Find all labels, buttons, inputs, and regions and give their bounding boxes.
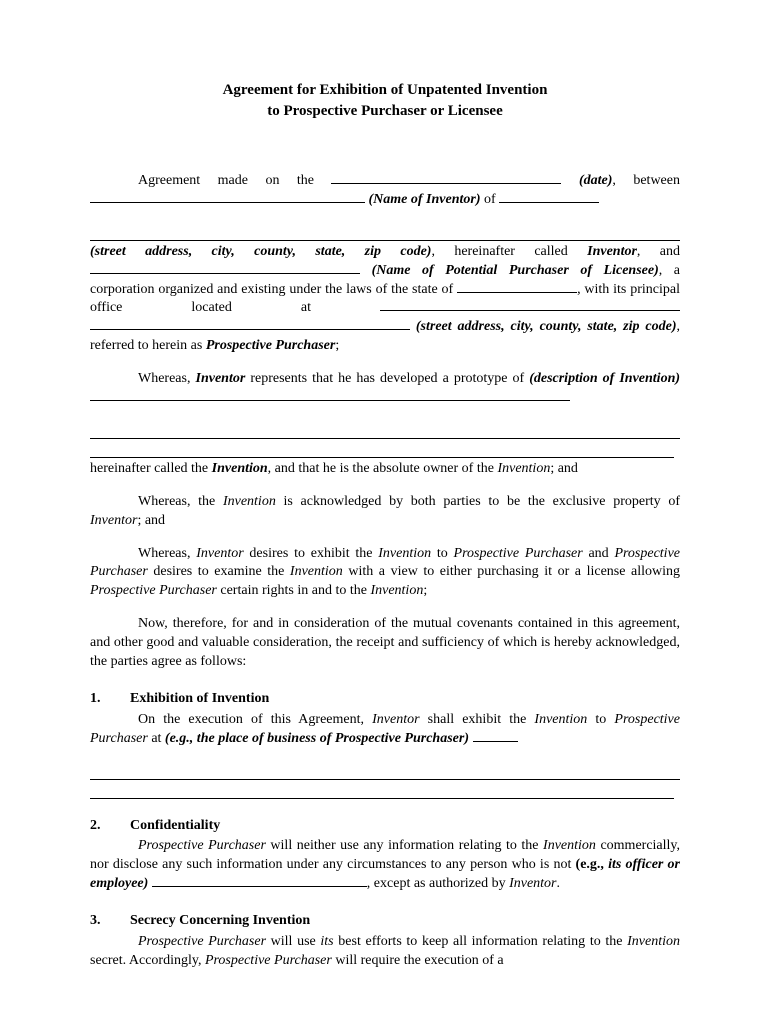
text: and (583, 546, 615, 561)
text: , except as authorized by (367, 876, 509, 891)
text: to (431, 546, 453, 561)
whereas-1-cont: hereinafter called the Invention, and th… (90, 460, 680, 479)
text: On the execution of this Agreement, (138, 712, 372, 727)
term-invention: Invention (223, 494, 276, 509)
section-1-header: 1.Exhibition of Invention (90, 690, 680, 709)
text: , between (612, 173, 680, 188)
term-invention: Invention (543, 838, 596, 853)
section-number: 3. (90, 912, 130, 931)
term-inventor: Inventor (587, 244, 637, 259)
section-title: Secrecy Concerning Invention (130, 913, 310, 928)
blank-line-period (90, 782, 674, 799)
document-page: Agreement for Exhibition of Unpatented I… (0, 0, 770, 1035)
blank-state (457, 292, 577, 293)
blank-date (331, 183, 561, 184)
text: , hereinafter called (431, 244, 587, 259)
blank-description (90, 400, 570, 401)
text: Whereas, (138, 371, 196, 386)
text: hereinafter called the (90, 461, 212, 476)
term-invention: Invention (212, 461, 268, 476)
placeholder-purchaser: (Name of Potential Purchaser of Licensee… (372, 263, 659, 278)
blank-purchaser-name (90, 273, 360, 274)
term-invention: Invention (534, 712, 587, 727)
blank-inventor-name (90, 202, 365, 203)
text: will use (266, 934, 320, 949)
text: , and (637, 244, 680, 259)
term-prospective-purchaser: Prospective Purchaser (90, 583, 217, 598)
text: will neither use any information relatin… (266, 838, 543, 853)
text: of (481, 192, 500, 207)
section-1-body: On the execution of this Agreement, Inve… (90, 711, 680, 749)
placeholder-date: (date) (579, 173, 612, 188)
title-line-1: Agreement for Exhibition of Unpatented I… (223, 82, 548, 98)
term-inventor: Inventor (196, 371, 246, 386)
blank-line (90, 422, 680, 439)
blank-line-short (90, 441, 674, 458)
term-inventor: Inventor (372, 712, 419, 727)
text: ; and (550, 461, 578, 476)
now-therefore: Now, therefore, for and in consideration… (90, 615, 680, 672)
parties-paragraph: (street address, city, county, state, zi… (90, 243, 680, 356)
term-prospective-purchaser: Prospective Purchaser (138, 934, 266, 949)
text: to (587, 712, 614, 727)
text-bold: (e.g., (576, 857, 609, 872)
blank-of (499, 202, 599, 203)
text: desires to exhibit the (244, 546, 379, 561)
blank-line (90, 224, 680, 241)
blank-office-cont (90, 329, 410, 330)
section-title: Confidentiality (130, 818, 220, 833)
title-line-2: to Prospective Purchaser or Licensee (267, 103, 503, 119)
section-3-body: Prospective Purchaser will use its best … (90, 933, 680, 971)
text: best efforts to keep all information rel… (334, 934, 627, 949)
placeholder-address: (street address, city, county, state, zi… (90, 244, 431, 259)
text: desires to examine the (148, 564, 290, 579)
opening-paragraph: Agreement made on the (date), between (N… (90, 172, 680, 210)
section-number: 2. (90, 817, 130, 836)
text: Whereas, the (138, 494, 223, 509)
placeholder-place: (e.g., the place of business of Prospect… (165, 731, 469, 746)
term-invention: Invention (290, 564, 343, 579)
text: certain rights in and to the (217, 583, 371, 598)
blank-officer (152, 886, 367, 887)
term-inventor: Inventor (196, 546, 243, 561)
section-2-body: Prospective Purchaser will neither use a… (90, 837, 680, 894)
blank-office (380, 310, 680, 311)
placeholder-description: (description of Invention) (529, 371, 680, 386)
term-prospective-purchaser: Prospective Purchaser (206, 338, 335, 353)
term-prospective-purchaser: Prospective Purchaser (205, 953, 332, 968)
text: at (148, 731, 165, 746)
blank-line (90, 763, 680, 780)
text: is acknowledged by both parties to be th… (276, 494, 680, 509)
text: Whereas, (138, 546, 196, 561)
text: with a view to either purchasing it or a… (343, 564, 680, 579)
section-title: Exhibition of Invention (130, 691, 269, 706)
whereas-3: Whereas, Inventor desires to exhibit the… (90, 545, 680, 602)
section-2-header: 2.Confidentiality (90, 817, 680, 836)
term-invention: Invention (627, 934, 680, 949)
section-3-header: 3.Secrecy Concerning Invention (90, 912, 680, 931)
term-inventor: Inventor (90, 513, 137, 528)
whereas-2: Whereas, the Invention is acknowledged b… (90, 493, 680, 531)
term-invention: Invention (497, 461, 550, 476)
section-number: 1. (90, 690, 130, 709)
text: represents that he has developed a proto… (245, 371, 529, 386)
text: secret. Accordingly, (90, 953, 205, 968)
term-invention: Invention (370, 583, 423, 598)
placeholder-address-2: (street address, city, county, state, zi… (416, 319, 677, 334)
term-prospective-purchaser: Prospective Purchaser (454, 546, 583, 561)
blank-place (473, 741, 518, 742)
term-its: its (320, 934, 333, 949)
text: ; and (137, 513, 165, 528)
placeholder-inventor: (Name of Inventor) (369, 192, 481, 207)
text: will require the execution of a (332, 953, 504, 968)
document-title: Agreement for Exhibition of Unpatented I… (90, 80, 680, 122)
text: Agreement made on the (138, 173, 331, 188)
term-inventor: Inventor (509, 876, 556, 891)
term-invention: Invention (378, 546, 431, 561)
term-prospective-purchaser: Prospective Purchaser (138, 838, 266, 853)
text: , and that he is the absolute owner of t… (268, 461, 498, 476)
whereas-1: Whereas, Inventor represents that he has… (90, 370, 680, 408)
text: shall exhibit the (420, 712, 535, 727)
